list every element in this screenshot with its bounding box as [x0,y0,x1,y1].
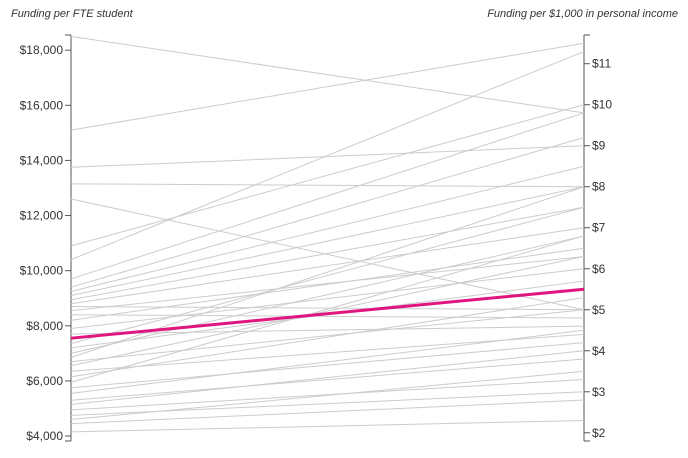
left-axis-title: Funding per FTE student [11,8,133,20]
state-slope-line [70,296,585,378]
state-slope-line [70,342,585,389]
state-slope-line [70,42,585,131]
right-axis: $2 $3 $4 $5 $6 $7 $8 $9 $10 $11 [583,34,612,442]
state-slope-line [70,378,585,411]
right-axis-title: Funding per $1,000 in personal income [487,8,678,20]
state-slope-line [70,419,585,433]
state-slope-line [70,305,585,311]
state-slope-line [70,50,585,261]
right-tick-label: $3 [592,385,606,399]
right-tick-label: $5 [592,303,606,317]
state-slope-line [70,206,585,301]
right-tick-label: $6 [592,262,606,276]
state-slope-line [70,183,585,188]
state-slope-line [70,206,585,345]
state-slope-line [70,198,585,311]
state-slope-line [70,358,585,401]
state-slope-line [70,186,585,296]
state-slope-line [70,314,585,319]
state-slope-line [70,255,585,312]
right-tick-label: $9 [592,139,606,153]
state-slope-line [70,350,585,405]
left-tick-label: $8,000 [26,319,63,333]
state-slope-line [70,35,585,114]
state-slope-line [70,399,585,425]
state-slope-line [70,112,585,280]
left-axis: $4,000 $6,000 $8,000 $10,000 $12,000 $14,000 $… [20,34,72,443]
background-lines [70,35,585,433]
right-tick-label: $11 [592,57,611,71]
state-slope-line [70,370,585,420]
state-slope-line [70,104,585,247]
highlighted-slope-line [70,287,585,340]
state-slope-line [70,235,585,383]
left-tick-label: $12,000 [20,209,64,223]
state-slope-line [70,165,585,292]
left-tick-label: $16,000 [20,98,64,112]
state-slope-line [70,309,585,363]
right-tick-label: $7 [592,221,606,235]
state-slope-line [70,255,585,367]
state-slope-line [70,235,585,354]
state-slope-line [70,329,585,394]
left-tick-label: $4,000 [26,429,63,443]
right-tick-label: $2 [592,426,606,440]
right-tick-label: $10 [592,98,612,112]
left-tick-label: $10,000 [20,264,64,278]
left-tick-label: $14,000 [20,153,64,167]
state-slope-line [70,137,585,288]
state-slope-line [70,227,585,305]
state-slope-line [70,145,585,168]
left-tick-label: $18,000 [20,43,64,57]
state-slope-line [70,325,585,335]
state-slope-line [70,268,585,330]
right-tick-label: $8 [592,180,606,194]
right-tick-label: $4 [592,344,606,358]
highlight-layer [70,287,585,340]
left-tick-label: $6,000 [26,374,63,388]
